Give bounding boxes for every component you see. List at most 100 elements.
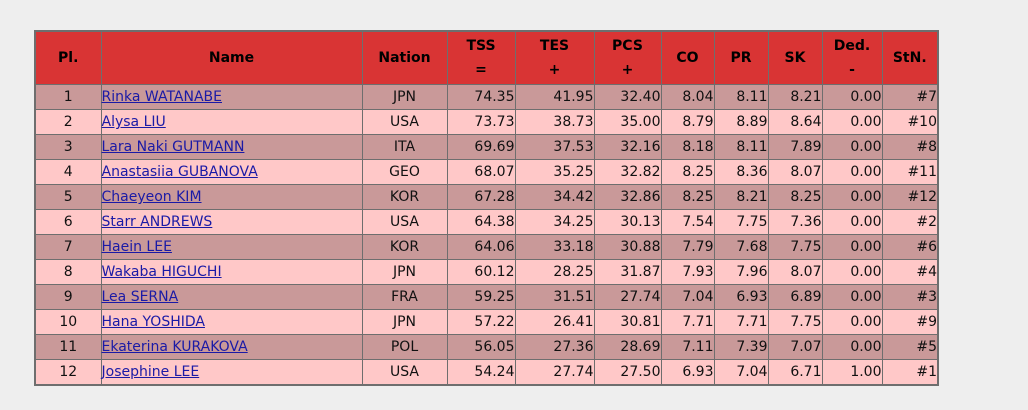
cell-nation: ITA — [361, 134, 448, 160]
cell-tss: 54.24 — [446, 359, 516, 386]
cell-nation: POL — [361, 334, 448, 360]
column-header-stn: StN. — [881, 30, 939, 85]
table-row: 4 Anastasiia GUBANOVA GEO 68.07 35.25 32.82 8.… — [34, 159, 939, 185]
cell-pl: 12 — [34, 359, 102, 386]
column-header-label: Name — [208, 50, 255, 66]
skater-name-link[interactable]: Wakaba HIGUCHI — [101, 264, 222, 280]
cell-nation: USA — [361, 109, 448, 135]
cell-sk: 8.21 — [767, 84, 823, 110]
cell-nation: USA — [361, 359, 448, 386]
skater-name-link[interactable]: Starr ANDREWS — [101, 214, 213, 230]
table-row: 10 Hana YOSHIDA JPN 57.22 26.41 30.81 7.71 7.71… — [34, 309, 939, 335]
skater-name-link[interactable]: Chaeyeon KIM — [101, 189, 202, 205]
cell-nation: GEO — [361, 159, 448, 185]
table-row: 6 Starr ANDREWS USA 64.38 34.25 30.13 7.54 7.75… — [34, 209, 939, 235]
cell-pl: 8 — [34, 259, 102, 285]
cell-pcs: 30.13 — [593, 209, 662, 235]
cell-tes: 34.42 — [514, 184, 595, 210]
column-header-nation: Nation — [361, 30, 448, 85]
cell-pr: 7.75 — [713, 209, 769, 235]
cell-pcs: 28.69 — [593, 334, 662, 360]
skater-name-link[interactable]: Anastasiia GUBANOVA — [101, 164, 258, 180]
cell-sk: 8.64 — [767, 109, 823, 135]
column-header-tes: TES + — [514, 30, 595, 85]
cell-pr: 8.89 — [713, 109, 769, 135]
table-row: 12 Josephine LEE USA 54.24 27.74 27.50 6.93 7.0… — [34, 359, 939, 386]
cell-ded: 0.00 — [821, 209, 883, 235]
cell-co: 8.04 — [660, 84, 715, 110]
cell-stn: #12 — [881, 184, 939, 210]
column-header-tss: TSS = — [446, 30, 516, 85]
cell-stn: #6 — [881, 234, 939, 260]
cell-pr: 7.71 — [713, 309, 769, 335]
cell-tes: 28.25 — [514, 259, 595, 285]
column-header-label: SK — [784, 50, 806, 66]
cell-ded: 0.00 — [821, 159, 883, 185]
cell-tss: 74.35 — [446, 84, 516, 110]
cell-pcs: 30.81 — [593, 309, 662, 335]
cell-tss: 60.12 — [446, 259, 516, 285]
column-header-label: Nation — [378, 50, 431, 66]
cell-stn: #1 — [881, 359, 939, 386]
cell-pcs: 32.40 — [593, 84, 662, 110]
skater-name-link[interactable]: Lea SERNA — [101, 289, 179, 305]
cell-pr: 7.68 — [713, 234, 769, 260]
cell-pcs: 30.88 — [593, 234, 662, 260]
cell-name: Haein LEE — [100, 234, 363, 260]
cell-nation: KOR — [361, 234, 448, 260]
cell-tes: 33.18 — [514, 234, 595, 260]
column-header-label: PCS — [612, 38, 643, 54]
cell-ded: 0.00 — [821, 184, 883, 210]
column-header-label: StN. — [892, 50, 927, 66]
cell-nation: FRA — [361, 284, 448, 310]
cell-name: Lara Naki GUTMANN — [100, 134, 363, 160]
cell-name: Chaeyeon KIM — [100, 184, 363, 210]
skater-name-link[interactable]: Ekaterina KURAKOVA — [101, 339, 248, 355]
cell-ded: 0.00 — [821, 84, 883, 110]
cell-co: 8.18 — [660, 134, 715, 160]
table-row: 3 Lara Naki GUTMANN ITA 69.69 37.53 32.16 8.18… — [34, 134, 939, 160]
cell-nation: JPN — [361, 259, 448, 285]
skater-name-link[interactable]: Hana YOSHIDA — [101, 314, 205, 330]
cell-pr: 6.93 — [713, 284, 769, 310]
column-header-operator: + — [621, 62, 634, 78]
cell-pcs: 31.87 — [593, 259, 662, 285]
cell-tes: 27.36 — [514, 334, 595, 360]
cell-tes: 38.73 — [514, 109, 595, 135]
cell-pr: 7.39 — [713, 334, 769, 360]
cell-tes: 31.51 — [514, 284, 595, 310]
cell-stn: #2 — [881, 209, 939, 235]
cell-pl: 11 — [34, 334, 102, 360]
cell-tes: 37.53 — [514, 134, 595, 160]
column-header-label: Ded. — [833, 38, 871, 54]
column-header-label: TSS — [466, 38, 496, 54]
column-header-pr: PR — [713, 30, 769, 85]
cell-pl: 4 — [34, 159, 102, 185]
cell-name: Ekaterina KURAKOVA — [100, 334, 363, 360]
cell-pl: 1 — [34, 84, 102, 110]
cell-co: 7.11 — [660, 334, 715, 360]
cell-pr: 7.04 — [713, 359, 769, 386]
cell-tes: 35.25 — [514, 159, 595, 185]
skater-name-link[interactable]: Josephine LEE — [101, 364, 200, 380]
column-header-label: PR — [730, 50, 752, 66]
column-header-co: CO — [660, 30, 715, 85]
column-header-operator: + — [548, 62, 561, 78]
cell-sk: 7.75 — [767, 309, 823, 335]
cell-pl: 6 — [34, 209, 102, 235]
skater-name-link[interactable]: Lara Naki GUTMANN — [101, 139, 245, 155]
skater-name-link[interactable]: Alysa LIU — [101, 114, 166, 130]
cell-stn: #11 — [881, 159, 939, 185]
cell-pcs: 35.00 — [593, 109, 662, 135]
table-row: 7 Haein LEE KOR 64.06 33.18 30.88 7.79 7.68 7.75… — [34, 234, 939, 260]
cell-pl: 5 — [34, 184, 102, 210]
cell-co: 8.25 — [660, 159, 715, 185]
cell-tss: 59.25 — [446, 284, 516, 310]
column-header-ded: Ded. - — [821, 30, 883, 85]
skater-name-link[interactable]: Rinka WATANABE — [101, 89, 223, 105]
cell-co: 7.54 — [660, 209, 715, 235]
skater-name-link[interactable]: Haein LEE — [101, 239, 172, 255]
cell-sk: 8.07 — [767, 259, 823, 285]
cell-stn: #9 — [881, 309, 939, 335]
cell-sk: 7.36 — [767, 209, 823, 235]
